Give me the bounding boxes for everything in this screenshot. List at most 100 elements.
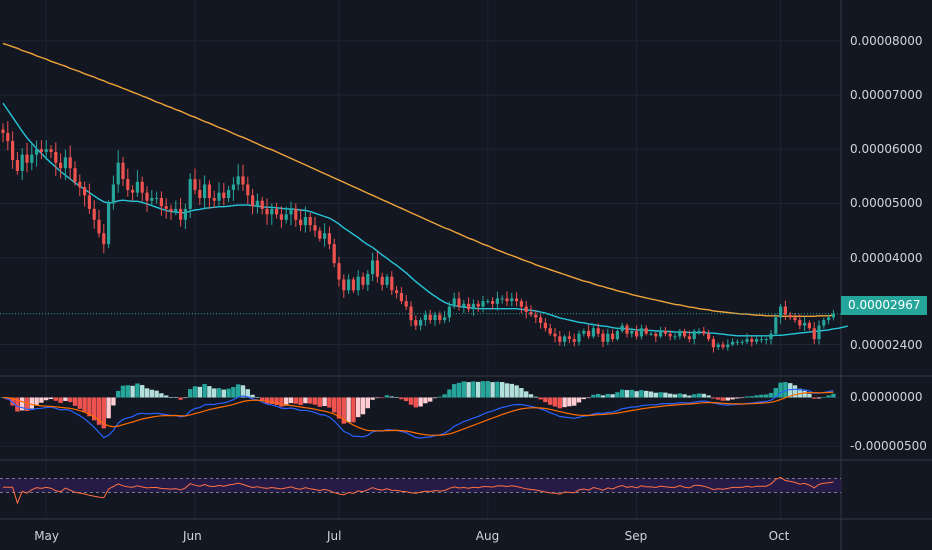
candle[interactable] (601, 329, 605, 347)
candle[interactable] (419, 317, 423, 331)
candle[interactable] (611, 329, 615, 342)
candle[interactable] (798, 314, 802, 330)
candle[interactable] (774, 313, 778, 336)
candle[interactable] (519, 298, 523, 314)
candle[interactable] (524, 301, 528, 319)
candle[interactable] (577, 330, 581, 346)
candle[interactable] (145, 186, 149, 212)
candle[interactable] (188, 173, 192, 218)
candle[interactable] (342, 274, 346, 298)
candle[interactable] (615, 327, 619, 341)
candle[interactable] (481, 295, 485, 313)
candle[interactable] (678, 328, 682, 340)
candle[interactable] (457, 291, 461, 311)
candle[interactable] (769, 329, 773, 345)
candle[interactable] (510, 292, 514, 307)
candle[interactable] (505, 291, 509, 307)
candle[interactable] (654, 331, 658, 343)
candle[interactable] (697, 328, 701, 335)
candle[interactable] (183, 203, 187, 229)
candle[interactable] (500, 295, 504, 304)
candle[interactable] (294, 203, 298, 227)
candle[interactable] (212, 190, 216, 208)
candle[interactable] (155, 191, 159, 204)
candle[interactable] (107, 199, 111, 249)
candle[interactable] (1, 123, 5, 143)
candle[interactable] (236, 163, 240, 191)
candle[interactable] (366, 270, 370, 292)
candle[interactable] (687, 330, 691, 343)
candle[interactable] (102, 224, 106, 254)
candle[interactable] (390, 271, 394, 296)
candle[interactable] (812, 322, 816, 345)
candle[interactable] (438, 311, 442, 325)
candle[interactable] (587, 324, 591, 339)
candle[interactable] (68, 145, 72, 180)
candle[interactable] (279, 206, 283, 229)
candle[interactable] (97, 210, 101, 238)
candle[interactable] (78, 174, 82, 197)
candle[interactable] (543, 318, 547, 332)
candle[interactable] (150, 190, 154, 207)
candle[interactable] (721, 341, 725, 350)
candle[interactable] (635, 325, 639, 340)
candle[interactable] (275, 202, 279, 219)
candle[interactable] (644, 325, 648, 336)
candle[interactable] (83, 181, 87, 207)
candle[interactable] (111, 175, 115, 210)
candle[interactable] (625, 323, 629, 338)
candle[interactable] (116, 150, 120, 193)
candle[interactable] (831, 309, 835, 321)
candle[interactable] (428, 309, 432, 324)
candle[interactable] (193, 168, 197, 195)
candle[interactable] (807, 320, 811, 331)
candle[interactable] (764, 337, 768, 345)
candle[interactable] (385, 273, 389, 288)
candle[interactable] (59, 153, 63, 179)
candle[interactable] (140, 176, 144, 202)
candle[interactable] (395, 285, 399, 299)
candle[interactable] (476, 300, 480, 312)
candle[interactable] (327, 226, 331, 250)
candle[interactable] (207, 180, 211, 209)
candle[interactable] (567, 331, 571, 344)
candle[interactable] (745, 333, 749, 344)
candle[interactable] (423, 310, 427, 326)
candle[interactable] (414, 315, 418, 331)
candle[interactable] (318, 227, 322, 242)
candle[interactable] (179, 198, 183, 227)
candle[interactable] (255, 193, 259, 214)
candle[interactable] (375, 251, 379, 283)
candle[interactable] (817, 320, 821, 345)
candle[interactable] (692, 328, 696, 345)
candle[interactable] (563, 334, 567, 347)
candle[interactable] (572, 333, 576, 347)
candle[interactable] (371, 252, 375, 282)
candle[interactable] (740, 339, 744, 345)
candle[interactable] (332, 238, 336, 268)
candle[interactable] (539, 312, 543, 329)
candle[interactable] (659, 326, 663, 339)
candle[interactable] (54, 142, 58, 176)
candle[interactable] (750, 336, 754, 347)
candle[interactable] (39, 140, 43, 160)
candle[interactable] (260, 196, 264, 215)
candle[interactable] (92, 200, 96, 229)
candle[interactable] (558, 330, 562, 346)
candle[interactable] (380, 272, 384, 291)
candle[interactable] (443, 311, 447, 324)
candle[interactable] (788, 311, 792, 320)
candle[interactable] (73, 161, 77, 186)
candle[interactable] (683, 328, 687, 339)
candle[interactable] (87, 183, 91, 214)
candle[interactable] (639, 324, 643, 340)
candle[interactable] (35, 140, 39, 167)
candle[interactable] (227, 185, 231, 202)
candle[interactable] (548, 323, 552, 337)
candle[interactable] (217, 182, 221, 207)
candle[interactable] (462, 299, 466, 314)
candle[interactable] (447, 301, 451, 323)
candle[interactable] (15, 151, 19, 175)
candle[interactable] (11, 131, 15, 169)
candle[interactable] (20, 148, 24, 180)
